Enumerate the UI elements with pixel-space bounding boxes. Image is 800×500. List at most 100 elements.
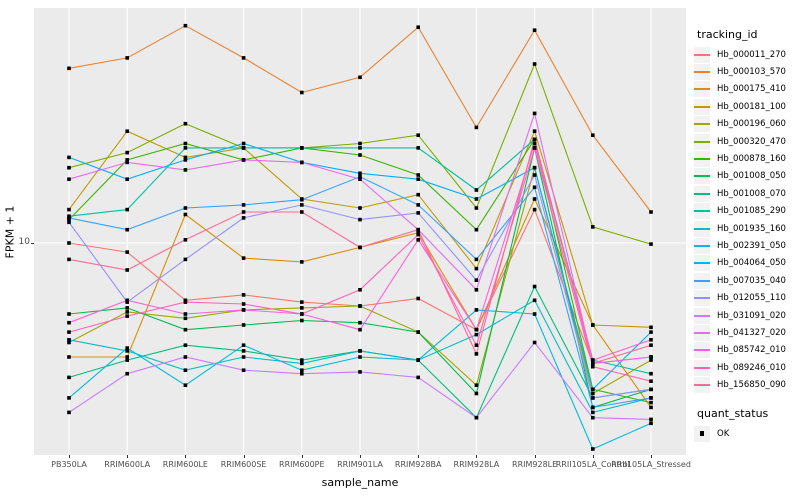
data-point-Hb_041327_020 bbox=[649, 355, 653, 359]
data-point-Hb_001008_070 bbox=[67, 375, 71, 380]
x-tick-mark bbox=[243, 455, 245, 458]
data-point-Hb_000878_160 bbox=[183, 141, 188, 146]
x-tick-label: PB350LA bbox=[51, 460, 87, 469]
legend-item-label: Hb_001008_050 bbox=[717, 171, 786, 182]
legend-item-label: Hb_002391_050 bbox=[717, 240, 786, 251]
legend-item-label: Hb_000011_270 bbox=[717, 49, 786, 60]
data-point-Hb_004064_050 bbox=[474, 197, 479, 201]
data-point-Hb_001008_050 bbox=[474, 391, 479, 396]
data-point-Hb_012055_110 bbox=[532, 173, 537, 177]
legend-item-label: OK bbox=[717, 428, 730, 439]
legend-item-Hb_000181_100: Hb_000181_100 bbox=[694, 98, 798, 115]
data-point-Hb_041327_020 bbox=[358, 177, 362, 181]
legend-item-Hb_001085_290: Hb_001085_290 bbox=[694, 203, 798, 220]
data-point-Hb_002391_050 bbox=[474, 308, 479, 312]
line-key-icon bbox=[694, 255, 710, 272]
data-point-Hb_089246_010 bbox=[532, 146, 537, 150]
data-point-Hb_089246_010 bbox=[649, 379, 653, 383]
data-point-Hb_041327_020 bbox=[67, 177, 71, 181]
data-point-Hb_000196_060 bbox=[67, 340, 71, 345]
data-point-Hb_089246_010 bbox=[591, 364, 595, 369]
legend-item-Hb_002391_050: Hb_002391_050 bbox=[694, 237, 798, 254]
data-point-Hb_004064_050 bbox=[532, 165, 537, 170]
legend-item-Hb_089246_010: Hb_089246_010 bbox=[694, 359, 798, 376]
data-point-Hb_000175_410 bbox=[67, 355, 71, 359]
plot-panel bbox=[34, 8, 686, 455]
legend-item-label: Hb_000320_470 bbox=[717, 136, 786, 147]
data-point-Hb_002391_050 bbox=[67, 396, 71, 400]
data-point-Hb_089246_010 bbox=[183, 300, 188, 304]
data-point-Hb_000878_160 bbox=[649, 400, 653, 405]
data-point-Hb_031091_020 bbox=[300, 371, 304, 376]
x-axis-title: sample_name bbox=[321, 476, 399, 489]
data-point-Hb_001085_290 bbox=[649, 371, 653, 376]
legend-item-Hb_041327_020: Hb_041327_020 bbox=[694, 324, 798, 341]
data-point-Hb_085742_010 bbox=[67, 320, 71, 325]
legend-item-Hb_085742_010: Hb_085742_010 bbox=[694, 342, 798, 359]
data-point-Hb_012055_110 bbox=[183, 257, 188, 262]
data-point-Hb_085742_010 bbox=[125, 298, 129, 303]
shape-legend: quant_status OK bbox=[694, 407, 798, 442]
x-tick-label: RRII105LA_Control bbox=[555, 460, 630, 469]
legend-item-Hb_000196_060: Hb_000196_060 bbox=[694, 116, 798, 133]
data-point-Hb_000181_100 bbox=[416, 192, 420, 197]
line-key-icon bbox=[694, 377, 710, 394]
data-point-Hb_031091_020 bbox=[358, 370, 362, 374]
x-tick-label: RRIM928LA bbox=[453, 460, 500, 469]
data-point-Hb_000320_470 bbox=[125, 150, 129, 155]
data-point-Hb_004064_050 bbox=[649, 330, 653, 334]
data-point-Hb_002391_050 bbox=[183, 383, 188, 387]
data-point-Hb_001085_290 bbox=[125, 207, 129, 212]
data-point-Hb_000175_410 bbox=[416, 230, 420, 235]
data-point-Hb_000175_410 bbox=[300, 260, 304, 264]
data-point-Hb_031091_020 bbox=[183, 355, 188, 359]
data-point-Hb_089246_010 bbox=[67, 330, 71, 334]
data-point-Hb_001085_290 bbox=[358, 146, 362, 150]
data-point-Hb_000175_410 bbox=[649, 405, 653, 410]
data-point-Hb_156850_090 bbox=[591, 361, 595, 366]
x-tick-label: RRIM928BA bbox=[394, 460, 442, 469]
legend-item-label: Hb_000181_100 bbox=[717, 101, 786, 112]
line-key-icon bbox=[694, 307, 710, 324]
data-point-Hb_007035_040 bbox=[649, 396, 653, 400]
data-point-Hb_085742_010 bbox=[183, 312, 188, 316]
data-point-Hb_002391_050 bbox=[358, 355, 362, 359]
data-point-Hb_000878_160 bbox=[416, 173, 420, 177]
x-tick-label: RRIM600LA bbox=[104, 460, 151, 469]
data-point-Hb_156850_090 bbox=[300, 210, 304, 214]
data-point-Hb_001935_160 bbox=[591, 410, 595, 415]
data-point-Hb_004064_050 bbox=[183, 158, 188, 162]
line-chart-canvas bbox=[34, 8, 686, 455]
data-point-Hb_001008_050 bbox=[67, 312, 71, 316]
data-point-Hb_085742_010 bbox=[416, 238, 420, 242]
data-point-Hb_000320_470 bbox=[532, 62, 537, 66]
x-tick-mark bbox=[69, 455, 70, 458]
legend-item-Hb_000103_570: Hb_000103_570 bbox=[694, 63, 798, 81]
legend-item-Hb_001935_160: Hb_001935_160 bbox=[694, 220, 798, 237]
data-point-Hb_001935_160 bbox=[300, 361, 304, 366]
legend-item-label: Hb_000878_160 bbox=[717, 154, 786, 165]
data-point-Hb_004064_050 bbox=[241, 141, 246, 146]
data-point-Hb_089246_010 bbox=[358, 288, 362, 292]
data-point-Hb_012055_110 bbox=[416, 211, 420, 215]
shape-legend-title: quant_status bbox=[697, 406, 769, 420]
data-point-Hb_007035_040 bbox=[532, 185, 537, 190]
x-tick-label: RRIM600PE bbox=[279, 460, 325, 469]
data-point-Hb_000103_570 bbox=[125, 56, 129, 60]
data-point-Hb_000103_570 bbox=[300, 90, 304, 95]
data-point-Hb_031091_020 bbox=[67, 410, 71, 415]
x-tick-mark bbox=[360, 455, 361, 458]
legend-item-Hb_000320_470: Hb_000320_470 bbox=[694, 133, 798, 150]
data-point-Hb_041327_020 bbox=[125, 160, 129, 165]
data-point-Hb_000320_470 bbox=[358, 141, 362, 146]
legend-item-Hb_001008_070: Hb_001008_070 bbox=[694, 185, 798, 202]
data-point-Hb_001935_160 bbox=[358, 349, 362, 353]
data-point-Hb_089246_010 bbox=[474, 343, 479, 347]
data-point-Hb_085742_010 bbox=[358, 327, 362, 332]
data-point-Hb_001085_290 bbox=[300, 146, 304, 150]
data-point-Hb_001085_290 bbox=[183, 146, 188, 150]
legend-item-label: Hb_001935_160 bbox=[717, 223, 786, 234]
data-point-Hb_001008_070 bbox=[241, 349, 246, 353]
x-tick-mark bbox=[651, 455, 652, 458]
